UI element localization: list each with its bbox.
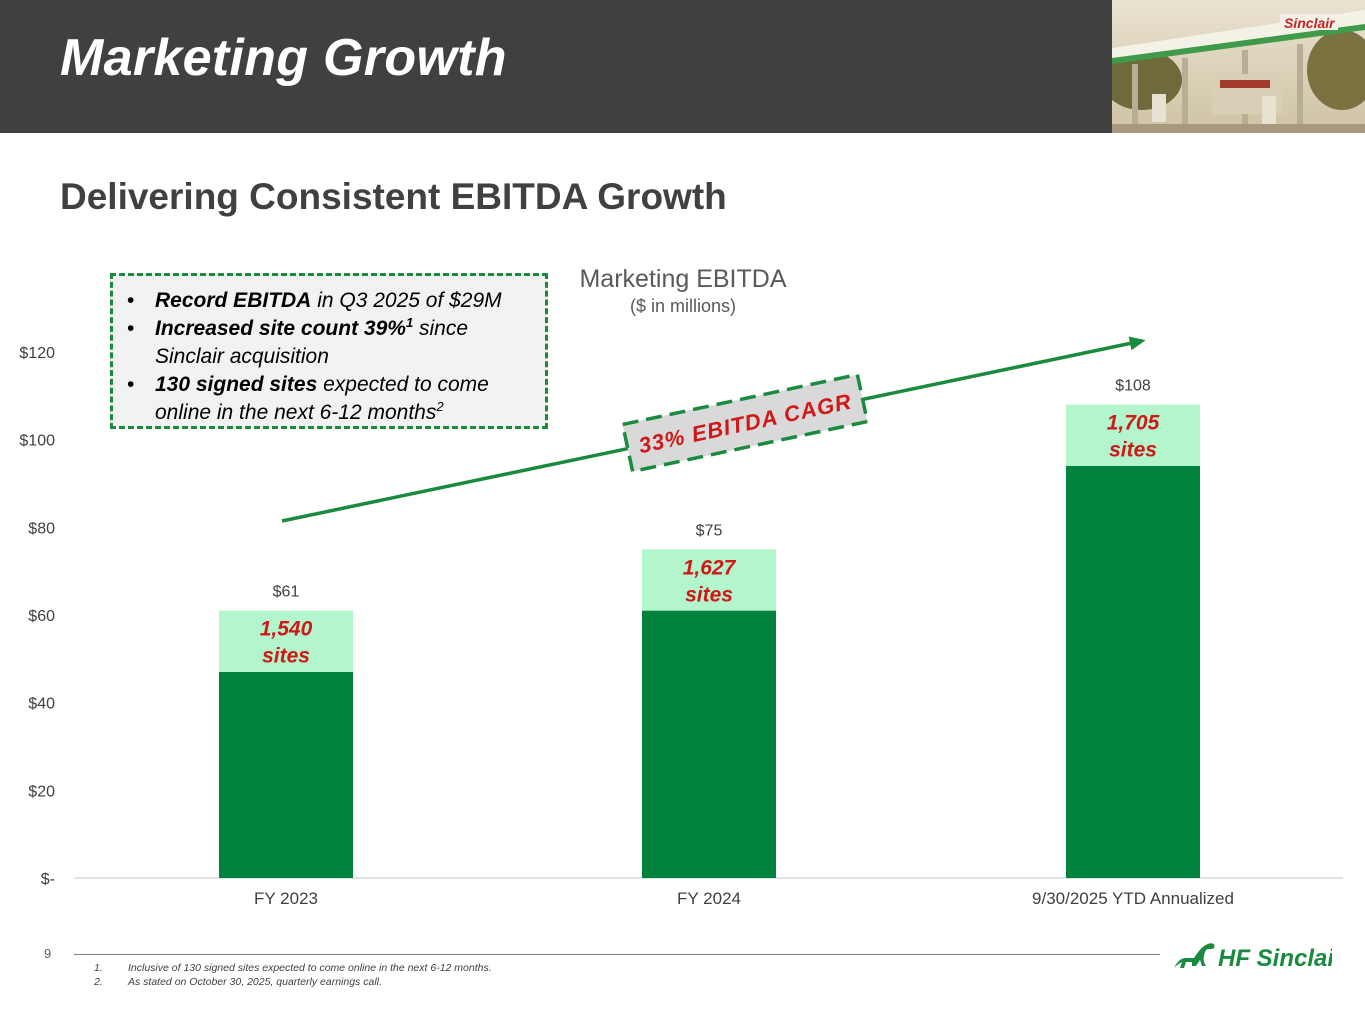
gas-station-photo: Sinclair [1112,0,1365,133]
bullet-icon: • [127,373,135,396]
site-suffix-label: sites [685,583,733,606]
x-category-label: 9/30/2025 YTD Annualized [1032,889,1234,908]
site-count-label: 1,705 [1107,412,1160,435]
cagr-annotation: 33% EBITDA CAGR [620,372,870,474]
bar-value-label: $75 [696,522,723,539]
footnote-text: As stated on October 30, 2025, quarterly… [128,976,382,988]
slide-subtitle: Delivering Consistent EBITDA Growth [60,176,727,217]
chart-subtitle: ($ in millions) [629,296,737,316]
x-category-label: FY 2024 [677,889,741,908]
bar-value-label: $61 [273,584,300,601]
brand-wordmark: HF Sinclair [1218,945,1332,972]
cagr-box [620,372,870,474]
callout-item: • Record EBITDA in Q3 2025 of $29M [127,287,535,315]
site-suffix-label: sites [262,645,310,668]
callout-item-bold: 130 signed sites [155,373,318,396]
footnote-number: 1. [94,962,103,974]
footnotes: 1. Inclusive of 130 signed sites expected… [94,961,492,989]
bar [1066,465,1200,878]
footnote-number: 2. [94,976,103,988]
bar-site-band [219,610,353,672]
y-tick-label: $20 [28,783,55,800]
footnote-ref: 2 [436,399,444,414]
callout-item: • Increased site count 39%1 since Sinclai… [127,315,535,371]
y-tick-label: $60 [28,608,55,625]
bar [219,671,353,878]
y-tick-label: $100 [19,433,55,450]
growth-arrowhead-icon [1128,336,1146,351]
footer-divider [74,954,1160,955]
y-tick-label: $- [41,871,55,888]
page-title: Marketing Growth [60,29,507,87]
bar-value-label: $108 [1115,378,1151,395]
callout-item-text: since Sinclair acquisition [155,317,469,368]
footnote-ref: 1 [405,315,414,330]
bar [642,610,776,878]
footnote: 2. As stated on October 30, 2025, quarter… [94,975,492,989]
bar-site-band [1066,404,1200,466]
y-tick-label: $80 [28,520,55,537]
bar-site-band [642,549,776,611]
y-tick-label: $120 [19,345,55,362]
bullet-icon: • [127,317,135,340]
site-suffix-label: sites [1109,439,1157,462]
site-count-label: 1,540 [260,618,313,641]
callout-item-bold: Record EBITDA [155,289,312,312]
footnote-text: Inclusive of 130 signed sites expected t… [128,962,492,974]
callout-item-text: expected to come online in the next 6-12… [155,373,489,424]
bullet-icon: • [127,289,135,312]
x-category-label: FY 2023 [254,889,318,908]
y-tick-label: $40 [28,696,55,713]
page-number: 9 [44,946,52,961]
footnote: 1. Inclusive of 130 signed sites expected… [94,961,492,975]
callout-item-text: in Q3 2025 of $29M [311,289,502,312]
chart-title: Marketing EBITDA [579,265,787,293]
highlights-callout: • Record EBITDA in Q3 2025 of $29M • Incre… [110,273,548,429]
callout-item-bold: Increased site count 39% [155,317,406,340]
site-count-label: 1,627 [683,556,737,579]
callout-item: • 130 signed sites expected to come onlin… [127,371,535,427]
dinosaur-icon [1174,943,1215,968]
hf-sinclair-logo: HF Sinclair [1172,936,1345,972]
sinclair-sign-text: Sinclair [1284,15,1336,31]
